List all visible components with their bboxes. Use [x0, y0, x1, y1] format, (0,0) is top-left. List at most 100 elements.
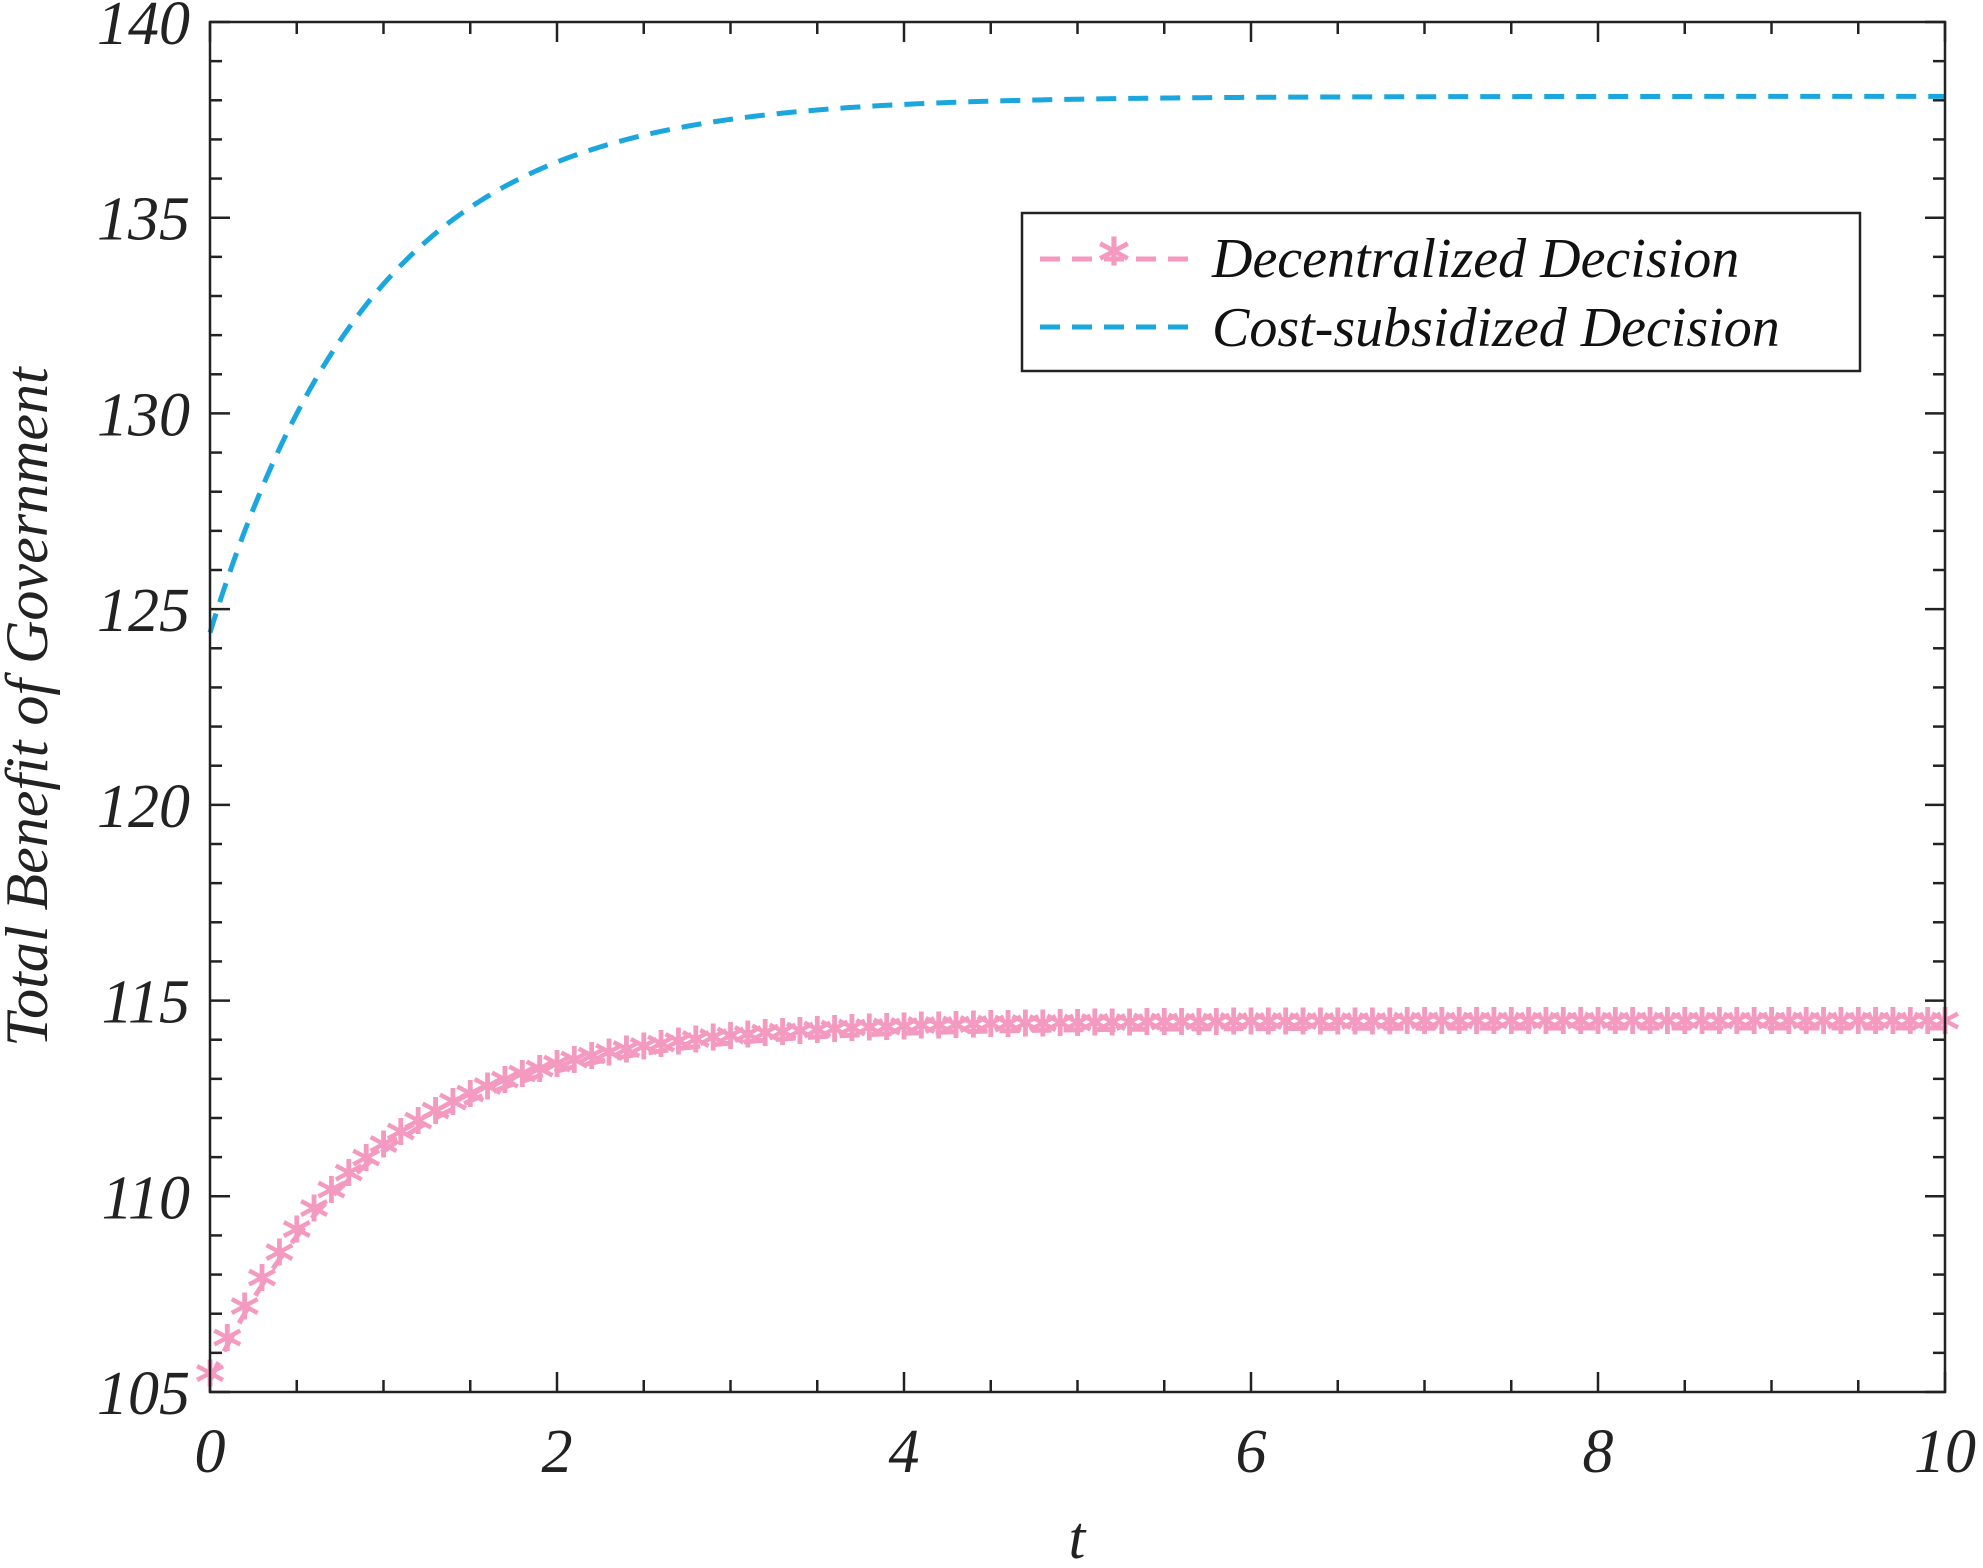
y-tick-label: 130	[97, 381, 190, 449]
data-point-marker: *	[1791, 996, 1821, 1064]
data-point-marker: *	[472, 1062, 502, 1130]
data-point-marker: *	[1860, 996, 1890, 1064]
legend-label-decentralized: Decentralized Decision	[1211, 228, 1739, 290]
data-point-marker: *	[1600, 996, 1630, 1064]
legend-label-cost-subsidized: Cost-subsidized Decision	[1212, 297, 1780, 359]
data-point-marker: *	[230, 1282, 260, 1350]
data-point-marker: *	[819, 1004, 849, 1072]
data-point-marker: *	[1097, 997, 1127, 1065]
legend-marker-asterisk: *	[1098, 225, 1130, 298]
legend-box	[1020, 211, 1862, 373]
data-point-marker: *	[1496, 996, 1526, 1064]
x-tick-label: 6	[1236, 1418, 1267, 1486]
x-tick-label: 10	[1914, 1418, 1976, 1486]
data-point-marker: *	[386, 1107, 416, 1175]
x-tick-label: 4	[889, 1418, 920, 1486]
data-point-marker: *	[403, 1096, 433, 1164]
data-point-marker: *	[1618, 996, 1648, 1064]
y-tick-label: 115	[102, 969, 190, 1037]
data-point-marker: *	[1218, 997, 1248, 1065]
data-point-marker: *	[1704, 996, 1734, 1064]
data-point-marker: *	[282, 1204, 312, 1272]
data-point-marker: *	[455, 1069, 485, 1137]
data-point-marker: *	[1392, 996, 1422, 1064]
x-tick-label: 0	[195, 1418, 226, 1486]
data-point-marker: *	[1184, 997, 1214, 1065]
data-point-marker: *	[1878, 996, 1908, 1064]
data-point-marker: *	[1114, 997, 1144, 1065]
data-point-marker: *	[524, 1044, 554, 1112]
data-point-marker: *	[594, 1027, 624, 1095]
data-point-marker: *	[802, 1005, 832, 1073]
data-point-marker: *	[1912, 996, 1942, 1064]
data-point-marker: *	[1565, 996, 1595, 1064]
data-point-marker: *	[1028, 998, 1058, 1066]
data-point-marker: *	[1774, 996, 1804, 1064]
data-point-marker: *	[1687, 996, 1717, 1064]
data-point-marker: *	[1080, 998, 1110, 1066]
data-point-marker: *	[1201, 997, 1231, 1065]
data-point-marker: *	[1132, 997, 1162, 1065]
data-point-marker: *	[924, 1000, 954, 1068]
data-point-marker: *	[351, 1133, 381, 1201]
data-point-marker: *	[1756, 996, 1786, 1064]
data-point-marker: *	[1409, 996, 1439, 1064]
y-tick-label: 120	[97, 773, 190, 841]
data-point-marker: *	[1236, 997, 1266, 1065]
data-point-marker: *	[559, 1035, 589, 1103]
data-point-marker: *	[681, 1015, 711, 1083]
y-axis-title: Total Benefit of Government	[0, 366, 60, 1047]
plot-frame	[208, 20, 1947, 1394]
data-point-marker: *	[1062, 998, 1092, 1066]
data-point-marker: *	[785, 1006, 815, 1074]
data-point-marker: *	[1548, 996, 1578, 1064]
data-point-marker: *	[507, 1049, 537, 1117]
data-point-marker: *	[1288, 996, 1318, 1064]
y-tick-label: 140	[97, 0, 190, 58]
data-point-marker: *	[1739, 996, 1769, 1064]
data-point-marker: *	[1461, 996, 1491, 1064]
data-point-marker: *	[368, 1119, 398, 1187]
x-axis-title: t	[1069, 1505, 1087, 1568]
data-point-marker: *	[1166, 997, 1196, 1065]
data-point-marker: *	[1826, 996, 1856, 1064]
data-point-marker: *	[1895, 996, 1925, 1064]
series-line-decentralized	[207, 1025, 1945, 1382]
data-point-marker: *	[1808, 996, 1838, 1064]
data-point-marker: *	[733, 1010, 763, 1078]
data-point-marker: *	[1045, 998, 1075, 1066]
series-line-cost-subsidized	[207, 93, 1945, 634]
data-point-marker: *	[889, 1001, 919, 1069]
data-point-marker: *	[1583, 996, 1613, 1064]
data-point-marker: *	[837, 1003, 867, 1071]
data-point-marker: *	[420, 1086, 450, 1154]
data-point-marker: *	[1271, 997, 1301, 1065]
data-point-marker: *	[646, 1019, 676, 1087]
data-point-marker: *	[1670, 996, 1700, 1064]
data-point-marker: *	[1652, 996, 1682, 1064]
data-point-marker: *	[316, 1165, 346, 1233]
data-point-marker: *	[577, 1031, 607, 1099]
data-point-marker: *	[629, 1021, 659, 1089]
x-tick-label: 8	[1583, 1418, 1614, 1486]
data-point-marker: *	[941, 1000, 971, 1068]
x-tick-label: 2	[542, 1418, 573, 1486]
data-point-marker: *	[1513, 996, 1543, 1064]
data-point-marker: *	[854, 1002, 884, 1070]
data-point-marker: *	[871, 1002, 901, 1070]
data-point-marker: *	[1323, 996, 1353, 1064]
data-point-marker: *	[993, 999, 1023, 1067]
data-point-marker: *	[1427, 996, 1457, 1064]
data-point-marker: *	[750, 1008, 780, 1076]
data-point-marker: *	[1843, 996, 1873, 1064]
data-point-marker: *	[542, 1039, 572, 1107]
data-point-marker: *	[1479, 996, 1509, 1064]
y-tick-label: 125	[97, 577, 190, 645]
data-point-marker: *	[906, 1001, 936, 1069]
data-point-marker: *	[698, 1013, 728, 1081]
data-point-marker: *	[1444, 996, 1474, 1064]
data-point-marker: *	[299, 1184, 329, 1252]
data-point-marker: *	[1375, 996, 1405, 1064]
data-point-marker: *	[1149, 997, 1179, 1065]
